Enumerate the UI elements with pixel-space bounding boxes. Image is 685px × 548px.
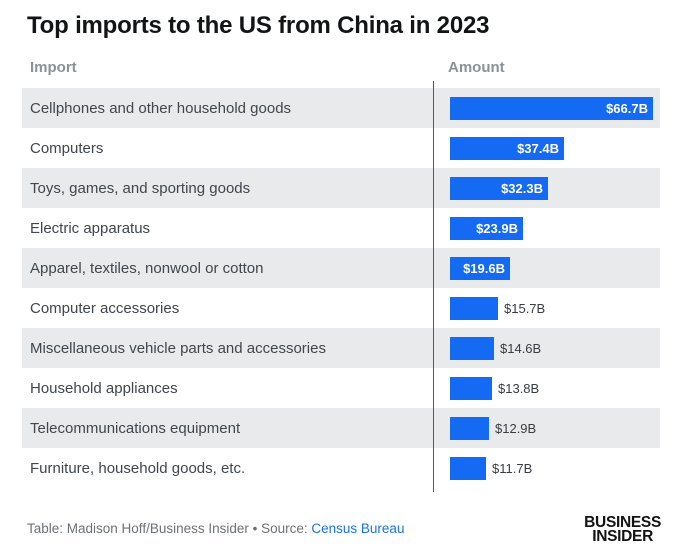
source-link[interactable]: Census Bureau [311,521,405,536]
amount-cell: $13.8B [450,368,539,408]
column-header-import: Import [30,59,77,76]
import-label: Apparel, textiles, nonwool or cotton [30,259,264,277]
amount-bar [450,376,492,400]
amount-cell: $66.7B [450,88,653,128]
amount-cell: $32.3B [450,168,548,208]
table-row: Telecommunications equipment $12.9B [22,408,660,448]
amount-cell: $15.7B [450,288,545,328]
amount-value: $23.9B [476,220,518,236]
amount-value: $14.6B [500,340,542,356]
column-header-amount: Amount [448,59,505,76]
chart-title: Top imports to the US from China in 2023 [27,12,490,39]
import-label: Furniture, household goods, etc. [30,459,246,477]
amount-bar [450,296,498,320]
axis-baseline [433,81,434,492]
amount-value: $12.9B [495,420,537,436]
amount-value: $66.7B [606,100,648,116]
business-insider-logo: BUSINESS INSIDER [584,514,661,545]
amount-value: $32.3B [501,180,543,196]
table-row: Cellphones and other household goods $66.… [22,88,660,128]
import-label: Miscellaneous vehicle parts and accessor… [30,339,326,357]
import-label: Electric apparatus [30,219,151,237]
amount-cell: $23.9B [450,208,523,248]
import-label: Household appliances [30,379,178,397]
logo-line2: INSIDER [592,527,653,545]
amount-bar: $32.3B [450,176,548,200]
amount-bar: $23.9B [450,216,523,240]
table-header: Import Amount [22,59,660,81]
amount-bar: $37.4B [450,136,564,160]
amount-value: $13.8B [498,380,540,396]
table-row: Computers $37.4B [22,128,660,168]
import-label: Cellphones and other household goods [30,99,292,117]
credit-text: Table: Madison Hoff/Business Insider • S… [27,521,404,536]
table-body: Cellphones and other household goods $66.… [22,81,660,492]
amount-value: $37.4B [517,140,559,156]
table-row: Furniture, household goods, etc. $11.7B [22,448,660,488]
table-row: Household appliances $13.8B [22,368,660,408]
import-label: Telecommunications equipment [30,419,241,437]
amount-value: $19.6B [463,260,505,276]
amount-value: $11.7B [492,460,533,476]
amount-cell: $11.7B [450,448,532,488]
footer: Table: Madison Hoff/Business Insider • S… [27,514,661,543]
table-row: Toys, games, and sporting goods $32.3B [22,168,660,208]
amount-value: $15.7B [504,300,546,316]
table-row: Miscellaneous vehicle parts and accessor… [22,328,660,368]
amount-bar [450,336,494,360]
amount-cell: $19.6B [450,248,510,288]
import-label: Toys, games, and sporting goods [30,179,251,197]
import-label: Computer accessories [30,299,180,317]
table-row: Computer accessories $15.7B [22,288,660,328]
table-row: Electric apparatus $23.9B [22,208,660,248]
amount-bar: $66.7B [450,96,653,120]
amount-cell: $37.4B [450,128,564,168]
import-label: Computers [30,139,104,157]
amount-cell: $12.9B [450,408,536,448]
amount-cell: $14.6B [450,328,541,368]
amount-bar [450,456,486,480]
logo-line1: BUSINESS [584,514,661,531]
amount-bar [450,416,489,440]
amount-bar: $19.6B [450,256,510,280]
table-row: Apparel, textiles, nonwool or cotton $19.… [22,248,660,288]
imports-table: Import Amount Cellphones and other house… [22,59,660,492]
credit-prefix: Table: Madison Hoff/Business Insider • S… [27,521,308,536]
